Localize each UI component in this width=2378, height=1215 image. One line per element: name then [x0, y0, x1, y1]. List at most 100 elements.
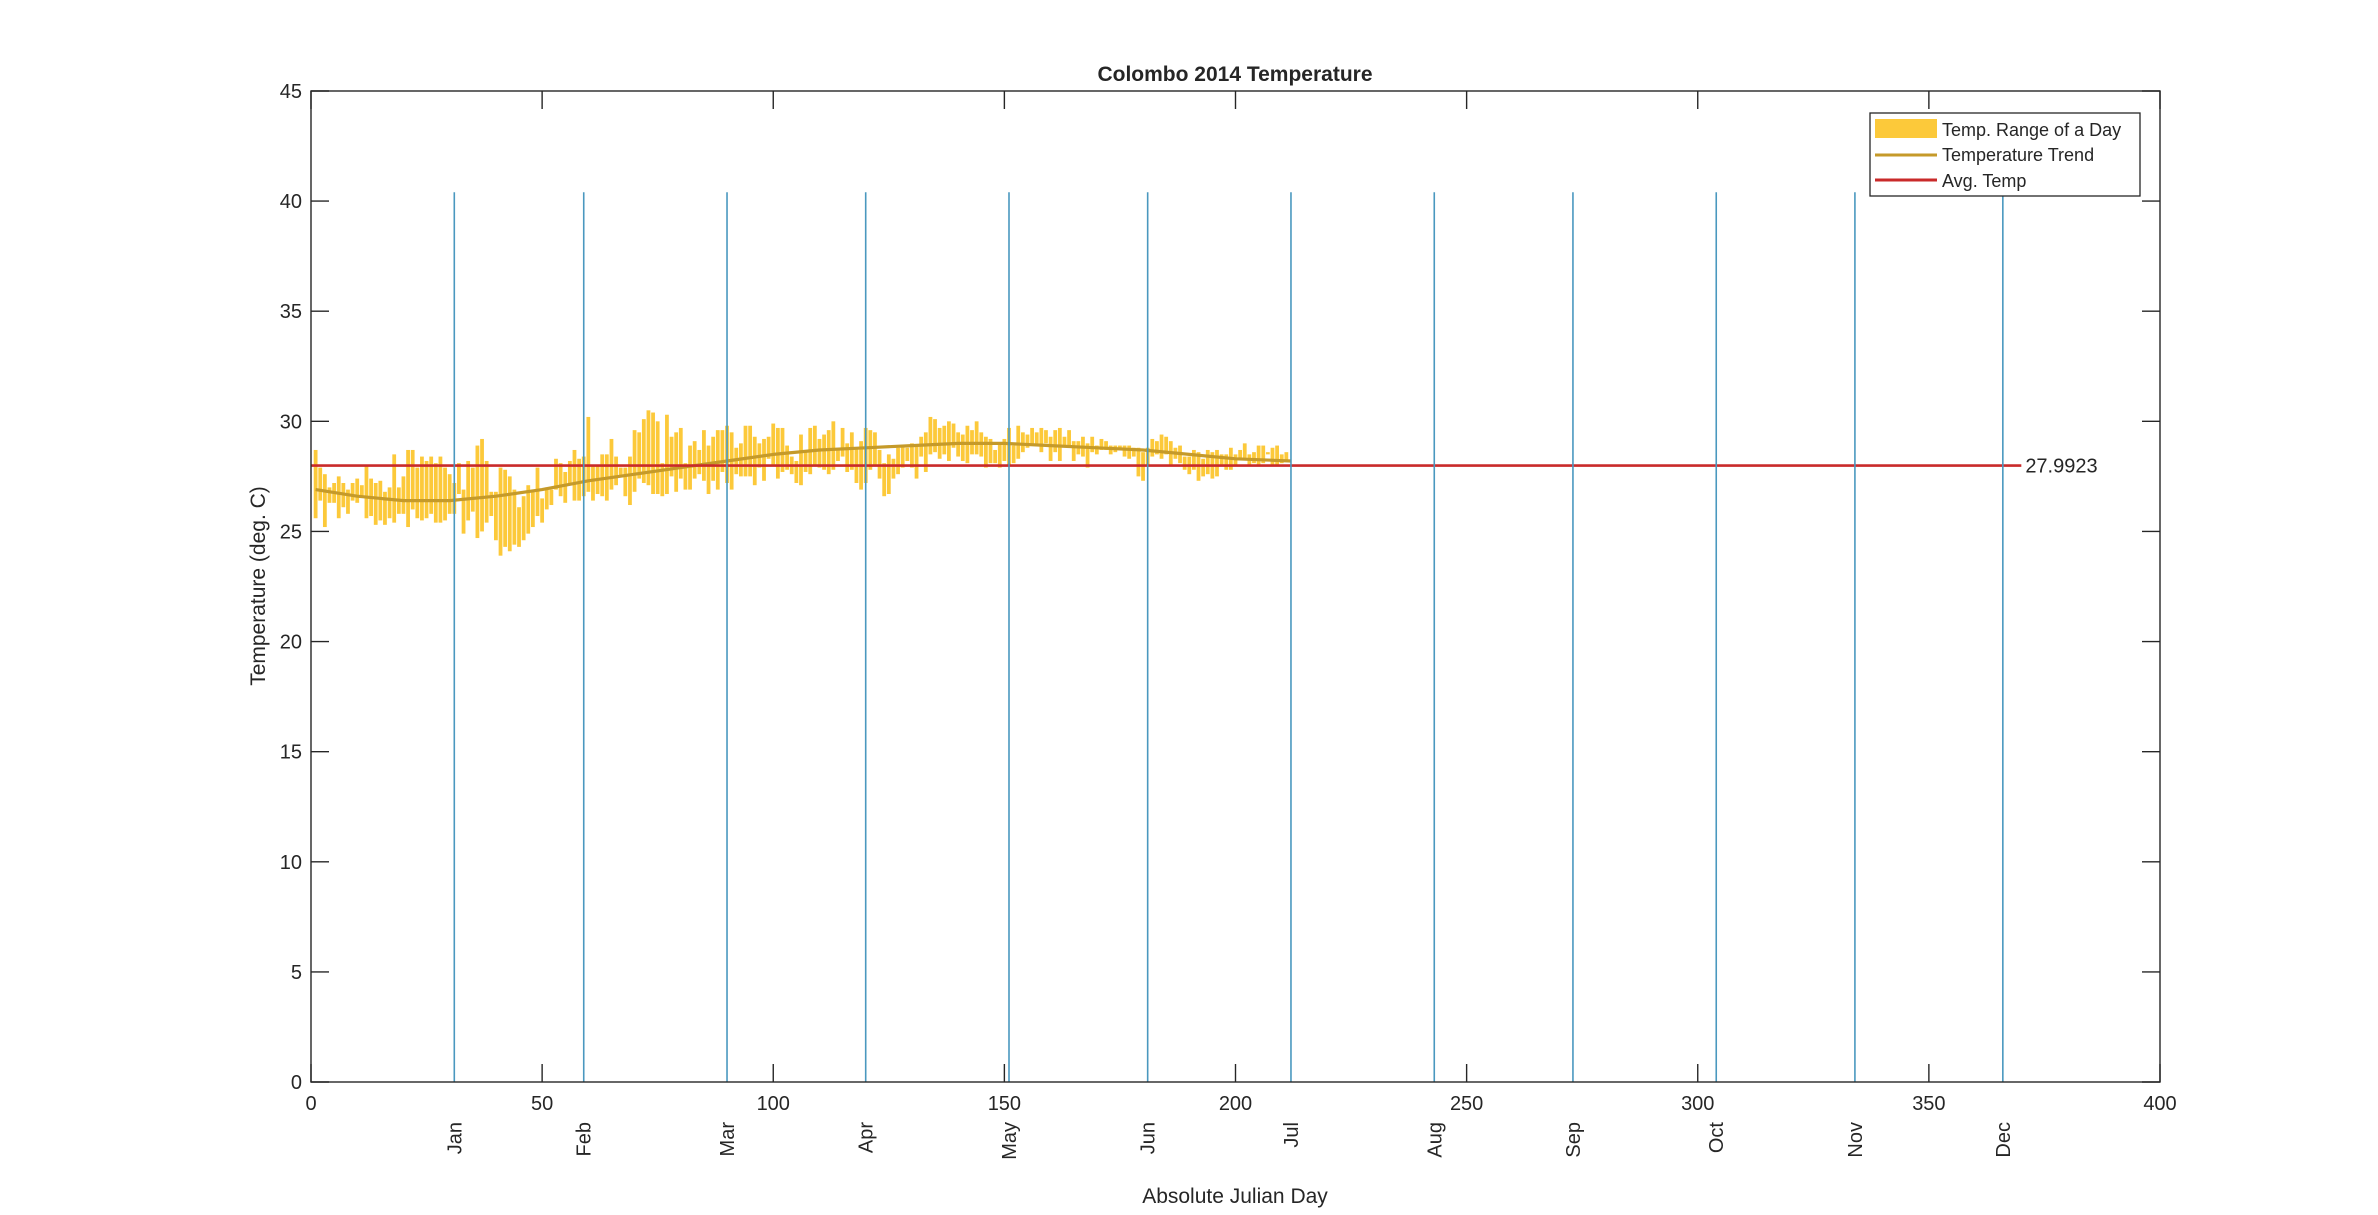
range-bar [572, 449, 577, 501]
range-bar [318, 467, 323, 501]
y-tick-label: 20 [280, 632, 302, 654]
range-bar [702, 430, 706, 481]
range-bar [438, 456, 443, 523]
range-bar [415, 467, 420, 519]
x-tick-label: 50 [531, 1093, 553, 1115]
range-bar [600, 454, 605, 497]
month-label: Jul [1281, 1122, 1303, 1148]
range-bar [1261, 445, 1266, 464]
range-bar [974, 421, 979, 455]
legend-label-avg: Avg. Temp [1942, 171, 2026, 191]
range-bar [373, 483, 378, 525]
range-bar [503, 469, 508, 547]
range-bar [762, 438, 766, 481]
range-bar [771, 423, 776, 466]
range-bar [540, 498, 545, 523]
range-bar [1270, 447, 1275, 466]
y-tick-label: 5 [291, 962, 302, 984]
range-bar [1155, 441, 1159, 455]
y-tick-label: 45 [280, 81, 302, 103]
range-bar [387, 487, 392, 519]
range-bar [637, 432, 642, 479]
avg-temp-label: 27.9923 [2025, 456, 2097, 478]
range-bar [983, 436, 988, 468]
range-bar [1025, 434, 1030, 448]
range-bar [1252, 452, 1256, 464]
trend-series [315, 441, 1292, 503]
avg-series: 27.9923 [311, 456, 2098, 478]
y-tick-label: 25 [280, 521, 302, 543]
range-bar [923, 432, 928, 472]
range-bar [443, 467, 447, 521]
range-bar [947, 421, 951, 461]
x-tick-label: 200 [1219, 1093, 1252, 1115]
range-bar [475, 445, 480, 539]
range-bar [1039, 427, 1044, 453]
range-bar [1205, 449, 1210, 475]
range-bar [355, 478, 360, 503]
y-tick-label: 0 [291, 1072, 302, 1094]
range-bar [461, 489, 466, 534]
legend-label-trend: Temperature Trend [1942, 145, 2094, 165]
range-bar [752, 436, 757, 486]
range-bar [988, 438, 993, 464]
range-bar [1053, 430, 1058, 453]
range-bar [383, 491, 387, 525]
month-label: Aug [1424, 1122, 1446, 1158]
range-bar [1215, 449, 1219, 477]
range-bar [544, 487, 549, 510]
range-bar [933, 419, 937, 453]
range-bar [822, 434, 826, 470]
range-bar [447, 474, 452, 514]
range-bar [960, 434, 965, 461]
range-bar [530, 489, 535, 528]
range-bar [660, 463, 665, 497]
chart-title: Colombo 2014 Temperature [1097, 63, 1372, 86]
legend-swatch-range [1875, 119, 1937, 138]
y-axis-label: Temperature (deg. C) [247, 486, 270, 686]
range-bar [410, 449, 415, 510]
range-bar [1279, 454, 1284, 464]
y-tick-label: 30 [280, 411, 302, 433]
range-bar [420, 456, 424, 521]
range-bar [910, 443, 914, 468]
range-bar [1071, 441, 1076, 461]
legend: Temp. Range of a Day Temperature Trend A… [1869, 112, 2141, 197]
range-bar [632, 430, 637, 492]
range-bar [641, 419, 646, 483]
range-bar [766, 436, 771, 459]
range-bar [993, 449, 998, 464]
range-bar [678, 427, 683, 479]
range-bar [457, 463, 461, 495]
range-bar [997, 443, 1002, 468]
range-bar [1131, 447, 1136, 457]
range-bar [401, 476, 406, 514]
range-bar [1034, 432, 1039, 446]
month-label: Oct [1706, 1122, 1728, 1154]
range-bar [785, 445, 790, 470]
y-tick-label: 35 [280, 301, 302, 323]
range-bar [665, 414, 669, 495]
range-bar [896, 447, 900, 475]
range-bar [494, 491, 498, 541]
range-bar [433, 463, 438, 523]
range-bar [669, 436, 674, 477]
range-bar [826, 430, 831, 475]
range-bar [346, 489, 350, 514]
month-label: Sep [1563, 1122, 1585, 1158]
x-tick-label: 100 [757, 1093, 790, 1115]
range-bar [780, 427, 785, 472]
range-bar [799, 434, 803, 486]
range-bar [618, 467, 623, 477]
range-bar [831, 421, 836, 470]
x-tick-label: 400 [2143, 1093, 2176, 1115]
range-bar [591, 465, 595, 501]
month-label: Feb [574, 1122, 596, 1156]
range-bar [886, 454, 891, 495]
range-bar [1122, 445, 1127, 457]
month-label: May [999, 1122, 1021, 1160]
range-bar [549, 489, 554, 506]
range-bar [914, 445, 919, 479]
range-bar [928, 416, 933, 455]
